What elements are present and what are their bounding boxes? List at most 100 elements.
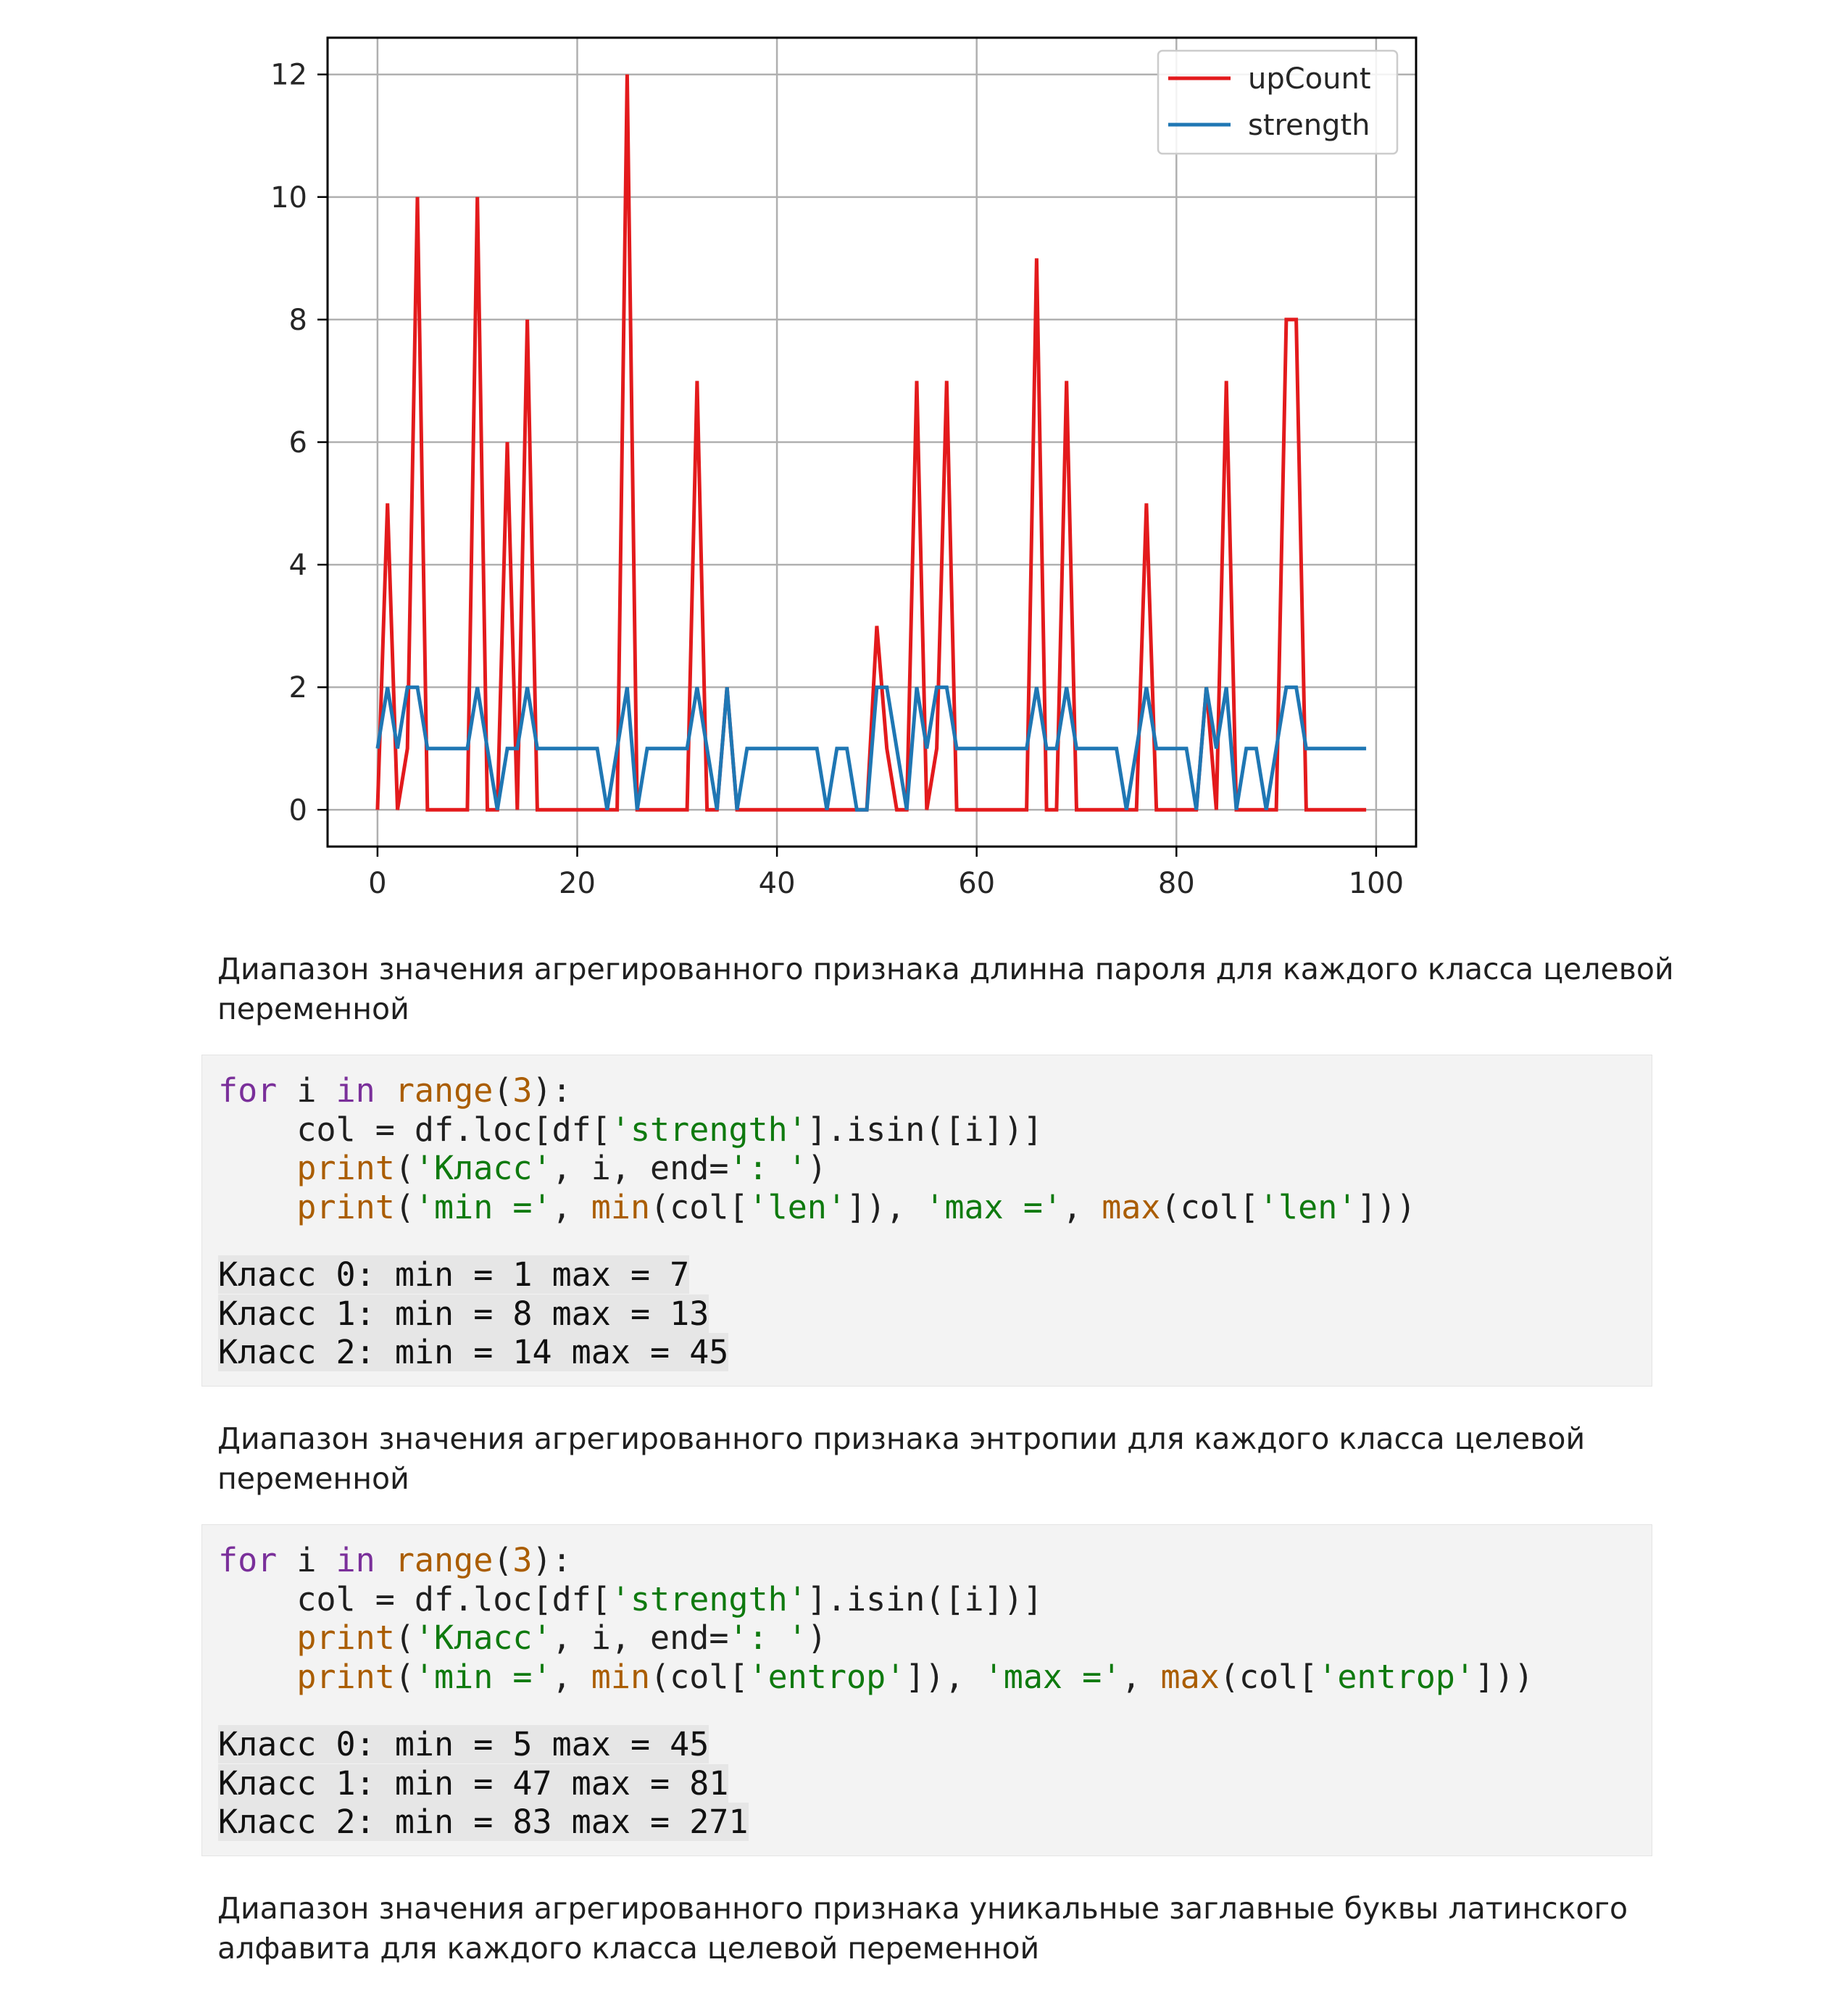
builtin-max: max <box>1102 1187 1161 1226</box>
code-paren: ): <box>532 1541 572 1579</box>
output-line: Класс 2: min = 14 max = 45 <box>218 1333 1636 1372</box>
code-paren: ) <box>807 1618 827 1657</box>
code-paren: ( <box>394 1618 415 1657</box>
chart-series <box>375 74 1367 812</box>
output-text: Класс 2: min = 83 max = 271 <box>218 1803 749 1841</box>
cell-output: Класс 0: min = 1 max = 7 Класс 1: min = … <box>218 1255 1636 1372</box>
code-indent <box>218 1149 296 1187</box>
code-text: (col[ <box>1160 1187 1259 1226</box>
output-text: Класс 2: min = 14 max = 45 <box>218 1333 729 1371</box>
code-text: , <box>552 1657 591 1696</box>
builtin-range: range <box>394 1541 494 1579</box>
code-paren: ( <box>394 1657 415 1696</box>
x-tick-label: 80 <box>1158 867 1195 900</box>
string-literal: ': ' <box>728 1149 807 1187</box>
builtin-print: print <box>296 1149 395 1187</box>
code-text: ]), <box>905 1657 984 1696</box>
y-tick-label: 12 <box>270 59 307 92</box>
code-text: col = df.loc[df[ <box>218 1110 611 1149</box>
builtin-min: min <box>591 1657 651 1696</box>
paragraph-entropy-range: Диапазон значения агрегированного призна… <box>217 1421 1586 1496</box>
output-text: Класс 0: min = 1 max = 7 <box>218 1255 690 1294</box>
legend-label-strength: strength <box>1248 109 1370 142</box>
string-literal: ': ' <box>728 1618 807 1657</box>
builtin-min: min <box>591 1187 651 1226</box>
code-paren: ( <box>493 1541 513 1579</box>
code-cell-entropy[interactable]: for i in range(3): col = df.loc[df['stre… <box>201 1524 1652 1856</box>
code-text: ])) <box>1357 1187 1416 1226</box>
cell-output: Класс 0: min = 5 max = 45 Класс 1: min =… <box>218 1725 1636 1842</box>
code-text: ].isin([i])] <box>807 1110 1043 1149</box>
code-paren: ( <box>493 1071 513 1110</box>
string-literal: 'entrop' <box>748 1657 906 1696</box>
string-literal: 'entrop' <box>1318 1657 1475 1696</box>
string-literal: 'Класс' <box>414 1149 552 1187</box>
output-line: Класс 2: min = 83 max = 271 <box>218 1803 1636 1842</box>
output-line: Класс 0: min = 5 max = 45 <box>218 1725 1636 1764</box>
y-tick-label: 6 <box>289 426 307 460</box>
y-tick-label: 4 <box>289 549 307 582</box>
code-space <box>375 1541 395 1579</box>
string-literal: 'max =' <box>925 1187 1063 1226</box>
builtin-print: print <box>296 1187 395 1226</box>
code-text: , i, end= <box>552 1618 729 1657</box>
output-line: Класс 0: min = 1 max = 7 <box>218 1255 1636 1294</box>
line-chart: 0 20 40 60 80 100 0 2 4 6 8 10 12 upCount strength <box>270 36 1418 900</box>
builtin-range: range <box>394 1071 494 1110</box>
code-text: ])) <box>1475 1657 1534 1696</box>
string-literal: 'strength' <box>610 1110 807 1149</box>
code-text: ].isin([i])] <box>807 1579 1043 1618</box>
code-text: col = df.loc[df[ <box>218 1579 611 1618</box>
output-line: Класс 1: min = 8 max = 13 <box>218 1294 1636 1334</box>
y-tick-label: 8 <box>289 304 307 337</box>
y-tick-label: 2 <box>289 671 307 705</box>
builtin-print: print <box>296 1657 395 1696</box>
x-tick-label: 100 <box>1349 867 1404 900</box>
string-literal: 'len' <box>748 1187 846 1226</box>
string-literal: 'len' <box>1258 1187 1357 1226</box>
code-text: i <box>277 1071 336 1110</box>
code-text: (col[ <box>1219 1657 1318 1696</box>
output-text: Класс 1: min = 8 max = 13 <box>218 1294 709 1333</box>
string-literal: 'Класс' <box>414 1618 552 1657</box>
code-text: , <box>1121 1657 1161 1696</box>
code-paren: ): <box>532 1071 572 1110</box>
legend-label-upCount: upCount <box>1248 62 1371 96</box>
chart-ticks: 0 20 40 60 80 100 0 2 4 6 8 10 12 <box>270 59 1404 900</box>
code-block: for i in range(3): col = df.loc[df['stre… <box>218 1541 1636 1696</box>
code-text: ]), <box>846 1187 925 1226</box>
x-tick-label: 0 <box>368 867 386 900</box>
y-tick-label: 10 <box>270 181 307 215</box>
chart-legend: upCount strength <box>1157 49 1399 155</box>
x-tick-label: 40 <box>759 867 796 900</box>
code-paren: ) <box>807 1149 827 1187</box>
keyword-for: for <box>218 1071 278 1110</box>
code-text: i <box>277 1541 336 1579</box>
code-text: (col[ <box>650 1657 749 1696</box>
code-text: , <box>552 1187 591 1226</box>
string-literal: 'strength' <box>610 1579 807 1618</box>
x-tick-label: 20 <box>559 867 596 900</box>
string-literal: 'min =' <box>414 1657 552 1696</box>
code-block: for i in range(3): col = df.loc[df['stre… <box>218 1071 1636 1226</box>
y-tick-label: 0 <box>289 794 307 827</box>
keyword-in: in <box>336 1541 375 1579</box>
builtin-max: max <box>1160 1657 1220 1696</box>
code-paren: ( <box>394 1149 415 1187</box>
code-indent <box>218 1618 296 1657</box>
series-line-strength <box>375 685 1367 812</box>
code-indent <box>218 1188 296 1226</box>
keyword-in: in <box>336 1071 375 1110</box>
output-text: Класс 0: min = 5 max = 45 <box>218 1725 709 1763</box>
x-tick-label: 60 <box>958 867 995 900</box>
number-literal: 3 <box>512 1071 533 1110</box>
code-cell-length[interactable]: for i in range(3): col = df.loc[df['stre… <box>201 1055 1652 1387</box>
paragraph-length-range: Диапазон значения агрегированного призна… <box>217 952 1674 1026</box>
builtin-print: print <box>296 1618 395 1657</box>
code-text: (col[ <box>650 1187 749 1226</box>
output-line: Класс 1: min = 47 max = 81 <box>218 1763 1636 1803</box>
code-text: , i, end= <box>552 1149 729 1187</box>
code-indent <box>218 1658 296 1696</box>
number-literal: 3 <box>512 1541 533 1579</box>
code-space <box>375 1071 395 1110</box>
